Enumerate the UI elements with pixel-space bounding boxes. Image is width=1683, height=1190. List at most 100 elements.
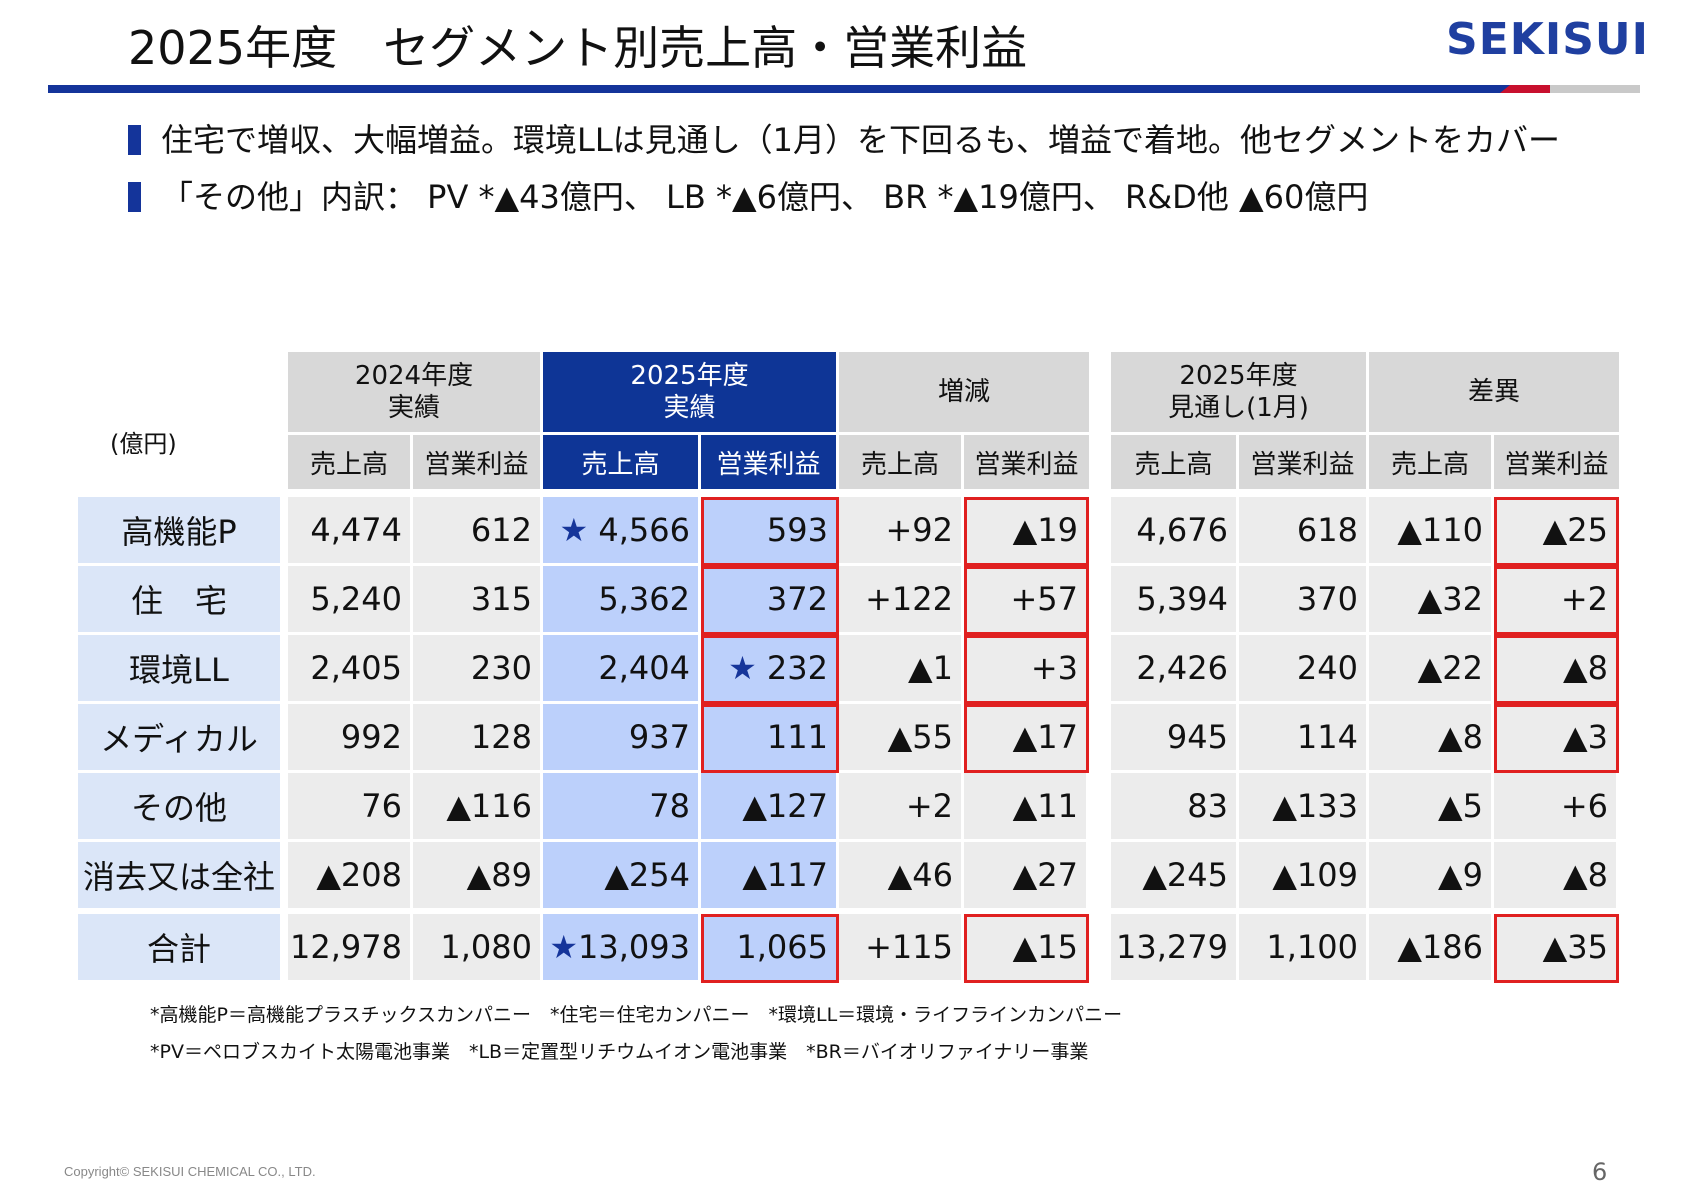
cell-value: 230 (470, 649, 532, 687)
subheader-sales: 売上高 (1111, 435, 1239, 489)
sales-cell: 5,362 (543, 566, 701, 635)
profit-cell: ▲25 (1494, 497, 1619, 566)
cell-value: 111 (766, 718, 828, 756)
cell-value: +92 (885, 511, 953, 549)
header-rule-accent (1500, 85, 1550, 93)
row-label: メディカル (78, 704, 280, 773)
cell-value: ▲117 (742, 856, 828, 894)
cell-value: 937 (628, 718, 690, 756)
segment-table: 2024年度 実績 2025年度 実績 増減 2025年度 見通し(1月) 差異… (78, 352, 1619, 983)
cell-value: 2,404 (598, 649, 690, 687)
profit-cell: 612 (413, 497, 543, 566)
header-rule (48, 85, 1550, 93)
cell-value: 5,362 (598, 580, 690, 618)
profit-cell: ▲133 (1239, 773, 1369, 842)
profit-cell: 1,065 (701, 914, 839, 983)
cell-value: ▲89 (466, 856, 532, 894)
cell-value: 5,240 (310, 580, 402, 618)
subheader-operating-profit: 営業利益 (413, 435, 543, 489)
sales-cell: ★13,093 (543, 914, 701, 983)
profit-cell: 111 (701, 704, 839, 773)
page-number: 6 (1592, 1158, 1608, 1186)
sales-cell: ▲46 (839, 842, 964, 911)
group-header-forecast: 2025年度 見通し(1月) (1111, 352, 1369, 435)
row-label: 高機能P (78, 497, 280, 566)
footnote-segments: *高機能P＝高機能プラスチックスカンパニー *住宅＝住宅カンパニー *環境LL＝… (150, 1004, 1123, 1026)
cell-value: 315 (470, 580, 532, 618)
cell-value: 114 (1296, 718, 1358, 756)
sales-cell: +122 (839, 566, 964, 635)
cell-value: ▲8 (1563, 856, 1608, 894)
subheader-operating-profit: 営業利益 (701, 435, 839, 489)
copyright: Copyright© SEKISUI CHEMICAL CO., LTD. (64, 1164, 316, 1179)
sales-cell: ▲1 (839, 635, 964, 704)
cell-value: ▲55 (887, 718, 953, 756)
cell-value: ▲208 (316, 856, 402, 894)
cell-value: 593 (766, 511, 828, 549)
cell-value: 5,394 (1136, 580, 1228, 618)
sales-cell: ▲22 (1369, 635, 1494, 704)
bullet-text: 住宅で増収、大幅増益。環境LLは見通し（1月）を下回るも、増益で着地。他セグメン… (161, 121, 1561, 159)
cell-value: ▲5 (1438, 787, 1483, 825)
cell-value: +6 (1560, 787, 1608, 825)
profit-cell: ★ 232 (701, 635, 839, 704)
cell-value: 1,065 (736, 928, 828, 966)
profit-cell: ▲11 (964, 773, 1089, 842)
cell-value: 4,676 (1136, 511, 1228, 549)
cell-value: 76 (361, 787, 402, 825)
profit-cell: ▲89 (413, 842, 543, 911)
cell-value: ▲116 (446, 787, 532, 825)
cell-value: +2 (1560, 580, 1608, 618)
sales-cell: 4,676 (1111, 497, 1239, 566)
cell-value: 618 (1296, 511, 1358, 549)
sales-cell: 2,426 (1111, 635, 1239, 704)
profit-cell: ▲109 (1239, 842, 1369, 911)
sales-cell: +115 (839, 914, 964, 983)
profit-cell: +6 (1494, 773, 1619, 842)
sales-cell: 76 (288, 773, 413, 842)
cell-value: 1,080 (440, 928, 532, 966)
sales-cell: 937 (543, 704, 701, 773)
cell-value: 83 (1187, 787, 1228, 825)
star-icon: ★ (728, 649, 757, 687)
profit-cell: ▲15 (964, 914, 1089, 983)
profit-cell: 1,080 (413, 914, 543, 983)
table-row: メディカル 992 128 937 111 ▲55 ▲17 945 114 ▲8 ▲3 (78, 704, 1619, 773)
cell-value: +3 (1030, 649, 1078, 687)
table-row: 環境LL 2,405 230 2,404 ★ 232 ▲1 +3 2,426 240 ▲22 ▲8 (78, 635, 1619, 704)
bullet-other-breakdown: 「その他」内訳： PV *▲43億円、 LB *▲6億円、 BR *▲19億円、… (128, 172, 1368, 218)
profit-cell: +2 (1494, 566, 1619, 635)
cell-value: 992 (340, 718, 402, 756)
sales-cell: 5,240 (288, 566, 413, 635)
header-rule-tail (1550, 85, 1640, 93)
cell-value: ▲22 (1417, 649, 1483, 687)
table-row: 合計 12,978 1,080 ★13,093 1,065 +115 ▲15 13,279 1,… (78, 914, 1619, 983)
group-header-change: 増減 (839, 352, 1089, 435)
profit-cell: ▲116 (413, 773, 543, 842)
profit-cell: 114 (1239, 704, 1369, 773)
row-label: 消去又は全社 (78, 842, 280, 911)
cell-value: 2,405 (310, 649, 402, 687)
sales-cell: ▲186 (1369, 914, 1494, 983)
page-title: 2025年度 セグメント別売上高・営業利益 (128, 21, 1028, 75)
bullet-text: 「その他」内訳： PV *▲43億円、 LB *▲6億円、 BR *▲19億円、… (161, 178, 1369, 216)
row-label: 住 宅 (78, 566, 280, 635)
sales-cell: ▲254 (543, 842, 701, 911)
sales-cell: ▲110 (1369, 497, 1494, 566)
profit-cell: 230 (413, 635, 543, 704)
cell-value: 945 (1166, 718, 1228, 756)
sales-cell: ▲245 (1111, 842, 1239, 911)
cell-value: +2 (905, 787, 953, 825)
subheader-sales: 売上高 (839, 435, 964, 489)
sales-cell: ▲208 (288, 842, 413, 911)
cell-value: ★ 4,566 (559, 511, 690, 549)
cell-value: ▲27 (1012, 856, 1078, 894)
cell-value: 4,474 (310, 511, 402, 549)
cell-value: 1,100 (1266, 928, 1358, 966)
sales-cell: ▲55 (839, 704, 964, 773)
sales-cell: 5,394 (1111, 566, 1239, 635)
cell-value: 240 (1296, 649, 1358, 687)
profit-cell: 618 (1239, 497, 1369, 566)
sales-cell: 4,474 (288, 497, 413, 566)
sales-cell: 83 (1111, 773, 1239, 842)
